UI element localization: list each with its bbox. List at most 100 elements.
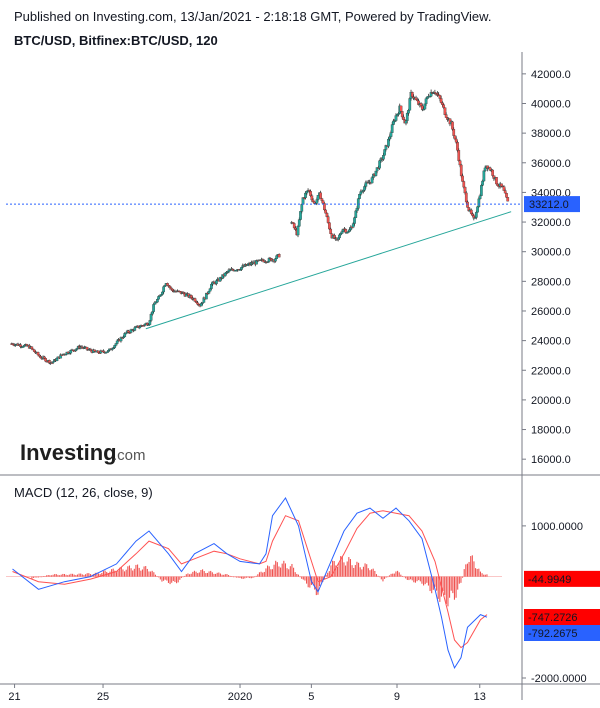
candle-up <box>114 343 118 346</box>
candle <box>324 209 327 214</box>
macd-histogram-bar <box>393 573 395 577</box>
macd-histogram-bar <box>258 572 260 577</box>
candle <box>443 107 447 116</box>
macd-histogram-bar <box>119 567 121 577</box>
candle-up <box>423 103 427 110</box>
macd-histogram-bar <box>180 576 182 578</box>
candle <box>354 209 358 218</box>
price-tick-label: 22000.0 <box>531 365 571 377</box>
macd-histogram-bar <box>211 572 213 577</box>
candle-up <box>223 272 227 277</box>
candle-up <box>305 191 309 194</box>
macd-histogram-bar <box>299 576 301 578</box>
macd-histogram-bar <box>449 576 451 598</box>
macd-histogram-bar <box>176 576 178 584</box>
price-tick-label: 24000.0 <box>531 336 571 348</box>
macd-histogram-bar <box>130 568 132 577</box>
candle-up <box>407 110 410 114</box>
macd-histogram-bar <box>358 562 360 577</box>
investing-logo: Investing .com <box>20 440 146 465</box>
macd-histogram-bar <box>255 575 257 577</box>
macd-histogram-bar <box>302 576 304 580</box>
macd-histogram-bar <box>273 564 275 577</box>
macd-histogram-bar <box>99 574 101 577</box>
macd-histogram-bar <box>395 571 397 577</box>
macd-histogram-bar <box>268 566 270 577</box>
candle-down <box>456 142 459 151</box>
macd-histogram-bar <box>231 576 233 577</box>
candle-up <box>394 115 398 121</box>
candle-down <box>182 292 186 294</box>
macd-histogram-bar <box>107 573 109 577</box>
candle-up <box>274 258 277 262</box>
candle-down <box>458 160 462 166</box>
macd-histogram-bar <box>54 574 56 577</box>
macd-histogram-bar <box>275 560 277 577</box>
candle <box>374 170 378 177</box>
candle-down <box>36 352 40 356</box>
macd-histogram-bar <box>458 576 460 584</box>
candle-down <box>277 254 281 258</box>
macd-histogram-bar <box>439 576 441 602</box>
macd-histogram-bar <box>137 564 139 577</box>
candle <box>423 103 427 110</box>
macd-histogram-bar <box>223 574 225 577</box>
macd-histogram-bar <box>288 569 290 577</box>
macd-histogram-bar <box>189 574 191 577</box>
macd-histogram-bar <box>122 569 124 577</box>
macd-histogram-bar <box>385 576 387 578</box>
candles <box>10 89 510 365</box>
candle <box>202 296 206 303</box>
candle-up <box>122 336 125 339</box>
candle-up <box>207 291 211 294</box>
macd-histogram-bar <box>322 576 324 582</box>
macd-histogram-bar <box>387 576 389 578</box>
trendline <box>145 211 512 330</box>
candle-up <box>353 217 356 224</box>
candle-down <box>410 92 414 97</box>
macd-histogram-bar <box>320 576 322 583</box>
macd-histogram-bar <box>315 576 317 596</box>
macd-histogram-bar <box>174 576 176 583</box>
candle-up <box>388 136 392 140</box>
macd-histogram-bar <box>221 574 223 577</box>
candle-up <box>482 170 486 182</box>
candle-down <box>309 191 312 196</box>
macd-histogram-bar <box>245 576 247 578</box>
macd-histogram-bar <box>151 570 153 577</box>
macd-histogram-bar <box>281 563 283 577</box>
macd-title: MACD (12, 26, close, 9) <box>14 485 153 500</box>
macd-histogram-bar <box>414 576 416 583</box>
macd-histogram-bar <box>403 576 405 578</box>
price-tick-label: 26000.0 <box>531 306 571 318</box>
candle-down <box>436 93 439 95</box>
macd-histogram-bar <box>453 576 455 600</box>
macd-histogram-bar <box>317 576 319 595</box>
candle-down <box>469 209 473 214</box>
macd-histogram-bar <box>73 574 75 577</box>
time-tick-label: 5 <box>308 691 314 703</box>
macd-histogram-bar <box>198 572 200 577</box>
macd-histogram-bar <box>340 556 342 577</box>
candle-down <box>169 287 173 290</box>
macd-histogram-bar <box>353 567 355 577</box>
macd-histogram-bar <box>132 570 134 577</box>
macd-histogram-bar <box>197 573 199 577</box>
candle <box>505 192 508 198</box>
macd-histogram-bar <box>397 570 399 577</box>
candle-up <box>240 267 243 270</box>
macd-histogram-bar <box>364 563 366 577</box>
candle-up <box>480 185 483 196</box>
candle-down <box>441 102 444 105</box>
candle-up <box>483 167 487 172</box>
candle-up <box>370 177 374 184</box>
macd-histogram-bar <box>177 576 179 583</box>
candle-up <box>208 288 212 292</box>
macd-histogram-bar <box>419 576 421 582</box>
candle-down <box>319 192 322 199</box>
candle-up <box>408 98 412 111</box>
logo-suffix: .com <box>113 447 146 464</box>
macd-histogram-bar <box>267 565 269 577</box>
macd-histogram-bar <box>57 574 59 577</box>
macd-histogram-bar <box>356 561 358 577</box>
